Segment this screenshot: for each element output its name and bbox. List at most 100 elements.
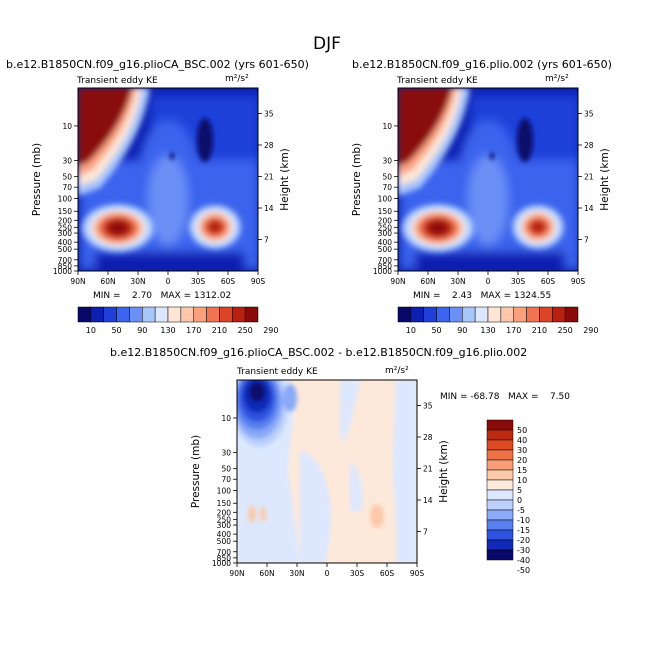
lat-tick-label: 30S [350,569,365,578]
pressure-tick-label: 300 [378,229,393,238]
pressure-tick-label: 400 [378,238,393,247]
pressure-tick-label: 250 [217,515,232,524]
lat-tick-label: 90N [70,277,85,286]
colorbar-swatch [474,306,489,323]
pressure-tick-label: 850 [378,262,393,271]
height-tick-label: 7 [584,235,589,244]
colorbar-swatch [244,306,259,323]
colorbar-swatch [486,459,514,471]
colorbar-label: 5 [517,486,522,495]
pressure-tick-label: 300 [217,521,232,530]
height-axis-label: Height (km) [438,440,450,503]
colorbar-swatch [397,306,412,323]
pressure-tick-label: 10 [62,122,72,131]
colorbar-swatch [552,306,566,323]
panel1-axes: 1030507010015020025030040050070085010003… [31,109,291,286]
colorbar-label: 10 [86,326,96,335]
colorbar-swatch [462,306,476,323]
colorbar-swatch [449,306,463,323]
colorbar-label: -10 [517,516,530,525]
colorbar-swatch [486,509,514,521]
lat-tick-label: 90S [410,569,425,578]
colorbar-swatch [219,306,233,323]
colorbar-label: 290 [583,326,598,335]
height-tick-label: 14 [584,204,594,213]
panel2-axes: 1030507010015020025030040050070085010003… [351,109,611,286]
pressure-tick-label: 250 [58,223,73,232]
colorbar-swatch [154,306,169,323]
pressure-tick-label: 100 [378,194,393,203]
panel2-title: b.e12.B1850CN.f09_g16.plio.002 (yrs 601-… [352,58,612,71]
colorbar-swatch [167,306,182,323]
colorbar-label: 90 [137,326,147,335]
lat-tick-label: 60N [259,569,274,578]
colorbar-swatch [486,419,514,431]
lat-tick-label: 30S [191,277,206,286]
colorbar-swatch [103,306,117,323]
colorbar-label: -30 [517,546,530,555]
colorbar-label: 130 [480,326,495,335]
lat-tick-label: 0 [325,569,330,578]
colorbar-label: 0 [517,496,522,505]
height-tick-label: 28 [584,141,594,150]
pressure-tick-label: 30 [382,157,392,166]
pressure-tick-label: 1000 [53,267,72,276]
height-tick-label: 21 [584,172,594,181]
lat-tick-label: 30S [511,277,526,286]
colorbar-label: 170 [186,326,201,335]
colorbar-panel2: 10 50 90 130 170 210 250 290 [397,306,598,335]
pressure-tick-label: 50 [382,173,392,182]
colorbar-swatch [513,306,527,323]
pressure-tick-label: 500 [378,245,393,254]
panel2-subtitle-left: Transient eddy KE [397,76,478,86]
colorbar-swatch [193,306,207,323]
lat-tick-label: 90N [229,569,244,578]
colorbar-swatch [526,306,540,323]
lat-tick-label: 60N [100,277,115,286]
pressure-tick-label: 850 [217,554,232,563]
pressure-tick-label: 400 [58,238,73,247]
colorbar-swatch [486,479,514,491]
colorbar-label: -5 [517,506,525,515]
pressure-tick-label: 200 [217,508,232,517]
lat-tick-label: 90N [390,277,405,286]
height-tick-label: 35 [423,401,433,410]
pressure-axis-label: Pressure (mb) [351,143,363,216]
colorbar-label: 130 [160,326,175,335]
panel1-subtitle-right: m²/s² [225,74,249,84]
colorbar-label: 10 [517,476,527,485]
pressure-tick-label: 200 [58,216,73,225]
colorbar-label: 250 [558,326,573,335]
height-tick-label: 7 [423,527,428,536]
panel3-subtitle-right: m²/s² [385,366,409,376]
lat-tick-label: 0 [486,277,491,286]
colorbar-label: 50 [431,326,441,335]
lat-tick-label: 30N [130,277,145,286]
colorbar-label: 50 [517,426,527,435]
height-axis-label: Height (km) [279,148,291,211]
height-tick-label: 21 [423,464,433,473]
colorbar-label: -15 [517,526,530,535]
colorbar-label: 15 [517,466,527,475]
colorbar-label: 10 [406,326,416,335]
colorbar-swatch [564,306,579,323]
colorbar-label: 20 [517,456,527,465]
colorbar-swatch [436,306,450,323]
colorbar-swatch [486,489,514,501]
pressure-tick-label: 100 [217,486,232,495]
colorbar-swatch [486,519,514,531]
lat-tick-label: 60S [541,277,556,286]
colorbar-label: -40 [517,556,530,565]
figure-supertitle: DJF [313,34,341,54]
pressure-tick-label: 200 [378,216,393,225]
pressure-tick-label: 400 [217,530,232,539]
colorbar-swatch [410,306,424,323]
colorbar-label: 50 [111,326,121,335]
pressure-tick-label: 500 [217,537,232,546]
pressure-tick-label: 150 [58,207,73,216]
colorbar-swatch [486,499,514,511]
pressure-tick-label: 700 [217,548,232,557]
colorbar-swatch [486,549,514,561]
height-tick-label: 14 [264,204,274,213]
colorbar-swatch [423,306,437,323]
